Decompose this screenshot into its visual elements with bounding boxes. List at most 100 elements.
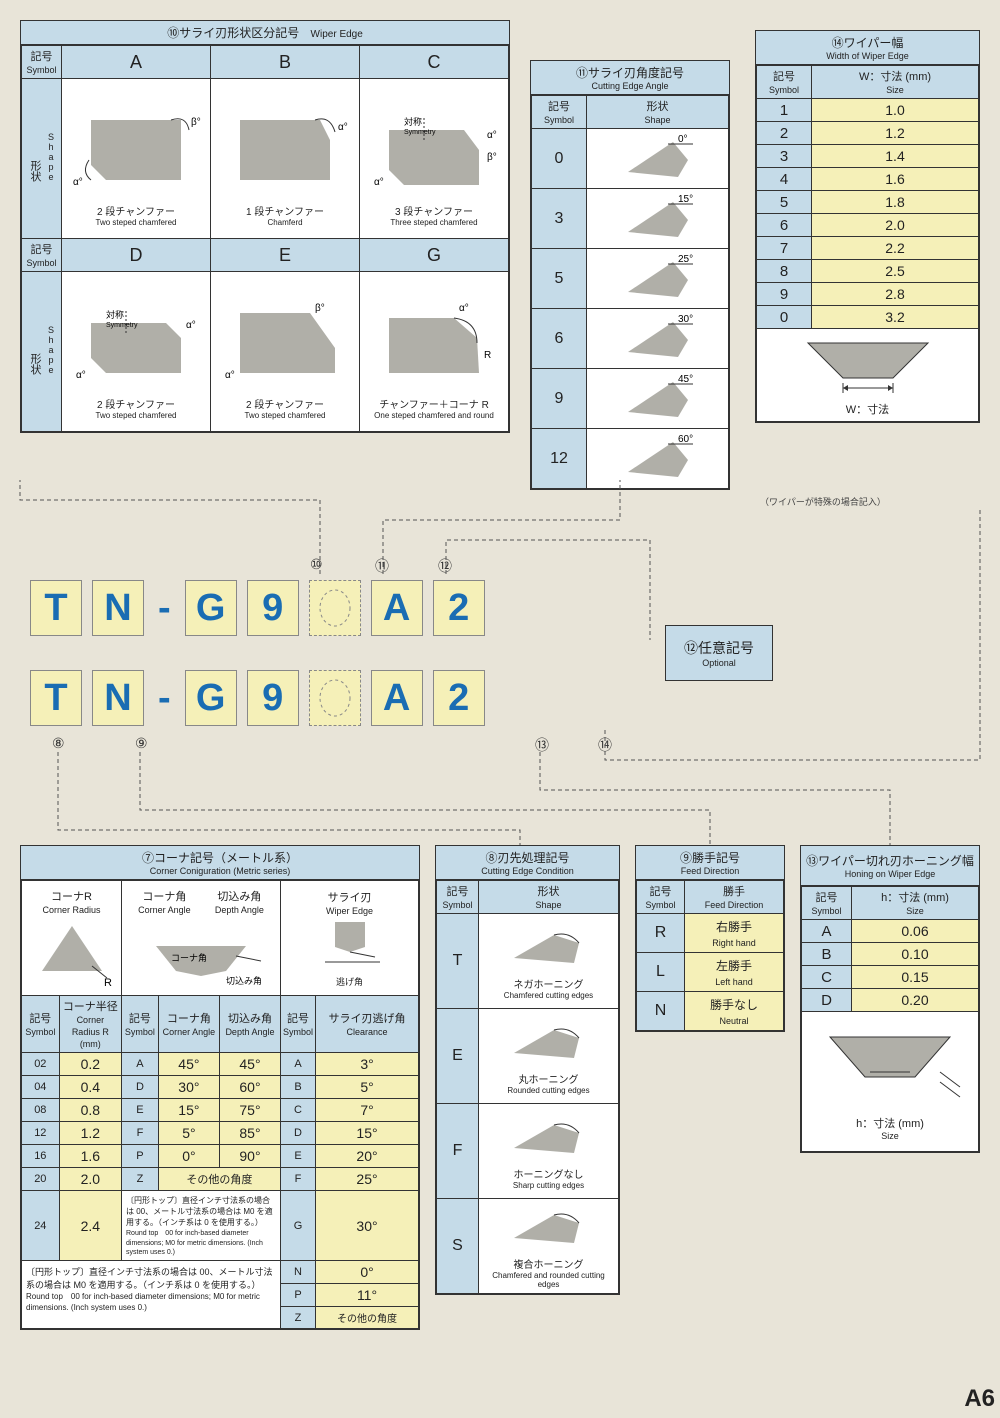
panel-9-title: ⑨勝手記号 Feed Direction	[636, 846, 784, 880]
text: 記号	[129, 1013, 151, 1025]
text: Symbol	[645, 900, 675, 910]
corner-angle-icon: コーナ角切込み角	[126, 916, 276, 986]
code-box: A	[371, 670, 423, 726]
text: コーナ半径	[63, 1001, 118, 1013]
text: 2 段チャンファー	[246, 400, 324, 411]
text: Two steped chamfered	[215, 411, 355, 420]
table-row-symbol: 8	[757, 260, 812, 283]
text: Chamferd	[215, 218, 355, 227]
footnote: 〔円形トップ〕直径インチ寸法系の場合は 00、メートル寸法系の場合は M0 を適…	[22, 1261, 281, 1329]
text: コーナR	[51, 891, 92, 903]
corner-radius-icon: R	[32, 916, 112, 986]
text: 記号	[548, 101, 570, 113]
svg-text:Symmetry: Symmetry	[106, 322, 138, 329]
panel-14-table: 記号Symbol W：寸法 (mm)Size 1 1.02 1.23 1.44 …	[756, 65, 979, 422]
code-box: 2	[433, 670, 485, 726]
shape-g-icon: α°R	[369, 283, 499, 393]
cell: N	[281, 1261, 316, 1284]
code-box: G	[185, 580, 237, 636]
panel-7-title: ⑦コーナ記号（メートル系） Corner Coniguration (Metri…	[21, 846, 419, 880]
text: ⑩サライ刃形状区分記号	[167, 26, 299, 40]
panel-10-wiper-edge: ⑩サライ刃形状区分記号 Wiper Edge 記号Symbol A B C 形状…	[20, 20, 510, 433]
table-row-shape: 15°	[587, 189, 729, 249]
table-row-value: 1.2	[812, 122, 979, 145]
text: h：寸法 (mm)	[881, 892, 949, 904]
text: コーナ角	[142, 891, 186, 903]
num-10: ⑩	[310, 556, 323, 573]
text: サライ刃	[328, 892, 372, 904]
text: 形状	[647, 101, 669, 113]
panel-8-title: ⑧刃先処理記号 Cutting Edge Condition	[436, 846, 619, 880]
panel-13-title: ⑬ワイパー切れ刃ホーニング幅 Honing on Wiper Edge	[801, 846, 979, 886]
text: 記号	[447, 886, 469, 898]
table-row-symbol: L	[637, 953, 685, 992]
text: Shape	[644, 115, 670, 125]
svg-text:25°: 25°	[678, 254, 693, 265]
code-box: 9	[247, 670, 299, 726]
table-row-shape: ネガホーニングChamfered cutting edges	[479, 914, 619, 1009]
text: 形状	[27, 353, 43, 375]
svg-text:45°: 45°	[678, 374, 693, 385]
cell: 02	[22, 1053, 60, 1076]
svg-text:Symmetry: Symmetry	[404, 129, 436, 136]
cell: 15°	[316, 1122, 419, 1145]
text: Symbol	[811, 906, 841, 916]
table-row-shape: 複合ホーニングChamfered and rounded cutting edg…	[479, 1199, 619, 1294]
table-row-symbol: 5	[757, 191, 812, 214]
panel-14-title: ⑭ワイパー幅 Width of Wiper Edge	[756, 31, 979, 65]
text: Clearance	[346, 1027, 387, 1037]
cell: 5°	[158, 1122, 219, 1145]
text: 切込み角	[217, 891, 261, 903]
cell: G	[281, 1191, 316, 1261]
text: 2 段チャンファー	[97, 400, 175, 411]
cell: Z	[122, 1168, 159, 1191]
num-9: ⑨	[135, 735, 148, 752]
cell: 45°	[219, 1053, 280, 1076]
svg-text:30°: 30°	[678, 314, 693, 325]
num-14: ⑭	[598, 735, 612, 755]
text: 1 段チャンファー	[246, 207, 324, 218]
num-11: ⑪	[375, 556, 389, 576]
table-row-value: 0.10	[852, 943, 979, 966]
table-row-value: 2.0	[812, 214, 979, 237]
panel-10-title: ⑩サライ刃形状区分記号 Wiper Edge	[21, 21, 509, 45]
table-row-value: 右勝手Right hand	[685, 914, 784, 953]
svg-text:R: R	[484, 350, 491, 361]
table-row-symbol: 9	[757, 283, 812, 306]
text: Depth Angle	[215, 905, 264, 915]
text: Symbol	[125, 1027, 155, 1037]
panel-11-table: 記号Symbol 形状Shape 0 0° 3 15° 5 25° 6 30° …	[531, 95, 729, 489]
text: Wiper Edge	[311, 29, 363, 40]
cell: P	[122, 1145, 159, 1168]
shape-d-icon: 対称Symmetryα°α°	[71, 283, 201, 393]
text: Symbol	[26, 65, 56, 75]
table-row-symbol: R	[637, 914, 685, 953]
table-row-value: 0.06	[852, 920, 979, 943]
table-row-symbol: 0	[532, 129, 587, 189]
code-box: N	[92, 670, 144, 726]
panel-11-cutting-edge-angle: ⑪サライ刃角度記号 Cutting Edge Angle 記号Symbol 形状…	[530, 60, 730, 490]
table-row-value: 1.0	[812, 99, 979, 122]
code-box: T	[30, 580, 82, 636]
text: Size	[806, 1131, 974, 1141]
wiper-clearance-icon	[310, 917, 390, 972]
panel-11-title: ⑪サライ刃角度記号 Cutting Edge Angle	[531, 61, 729, 95]
text: Three steped chamfered	[364, 218, 504, 227]
cell: 15°	[158, 1099, 219, 1122]
table-row-value: 1.4	[812, 145, 979, 168]
table-row-symbol: 12	[532, 429, 587, 489]
text: 逃げ角	[285, 975, 414, 988]
code-box: 9	[247, 580, 299, 636]
wiper-width-diagram-icon	[778, 333, 958, 398]
table-row-symbol: 9	[532, 369, 587, 429]
text: h：寸法 (mm)	[806, 1115, 974, 1131]
text: 2 段チャンファー	[97, 207, 175, 218]
panel-13-honing: ⑬ワイパー切れ刃ホーニング幅 Honing on Wiper Edge 記号Sy…	[800, 845, 980, 1153]
text: Symbol	[25, 1027, 55, 1037]
svg-text:60°: 60°	[678, 434, 693, 445]
cell: 08	[22, 1099, 60, 1122]
text: Symbol	[769, 85, 799, 95]
cell: 0.8	[59, 1099, 121, 1122]
cell: 7°	[316, 1099, 419, 1122]
code-row-1: T N - G 9 A 2	[30, 580, 485, 636]
